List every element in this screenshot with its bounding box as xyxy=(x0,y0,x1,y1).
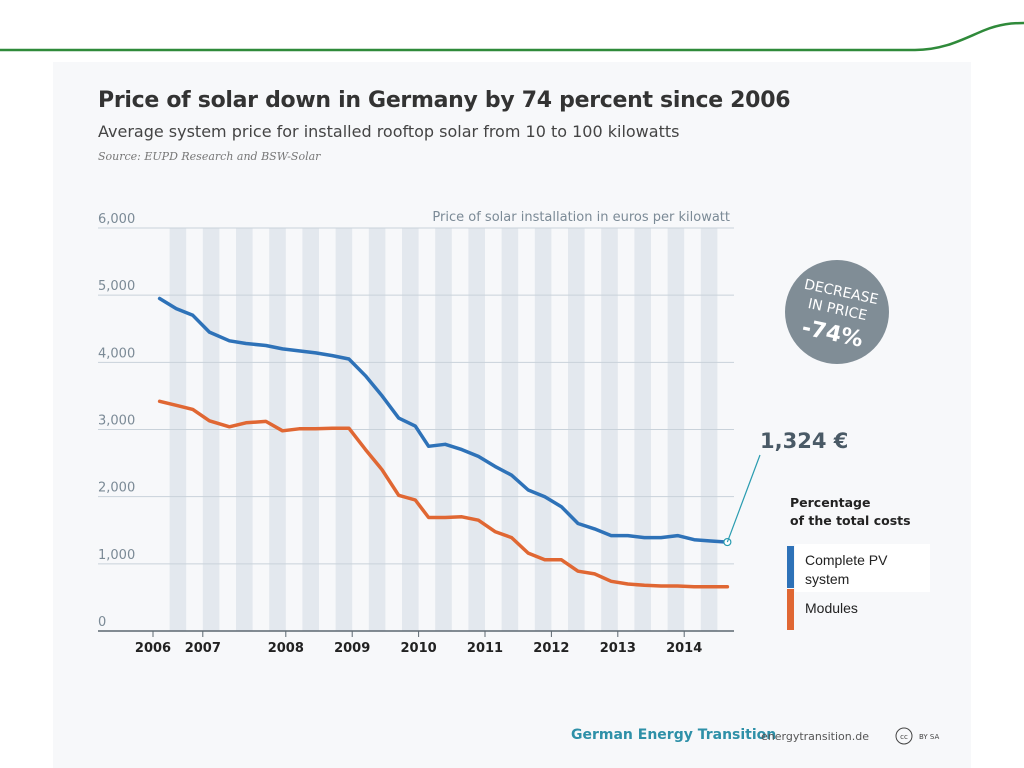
legend: Percentage of the total costs Complete P… xyxy=(787,495,930,630)
legend-title-1: Percentage xyxy=(790,495,870,510)
legend-item-complete-bg xyxy=(795,544,930,592)
y-tick-label: 1,000 xyxy=(98,548,135,563)
series-line-modules xyxy=(157,399,730,589)
gridlines xyxy=(98,227,734,632)
x-tick-label: 2014 xyxy=(666,641,702,656)
legend-swatch-modules xyxy=(787,589,794,630)
y-axis-unit-label: Price of solar installation in euros per… xyxy=(432,210,730,225)
x-tick-label: 2007 xyxy=(185,641,221,656)
y-tick-label: 4,000 xyxy=(98,346,135,361)
series-lines xyxy=(157,296,732,589)
x-tick-label: 2009 xyxy=(334,641,370,656)
x-tick-label: 2013 xyxy=(600,641,636,656)
chart-card: Price of solar down in Germany by 74 per… xyxy=(53,62,971,768)
x-tick-label: 2008 xyxy=(268,641,304,656)
y-tick-label: 6,000 xyxy=(98,212,135,227)
x-tick-label: 2011 xyxy=(467,641,503,656)
legend-item-complete-line-2: system xyxy=(805,571,849,587)
svg-text:cc: cc xyxy=(900,733,908,741)
y-tick-label: 0 xyxy=(98,615,106,630)
y-axis-ticks: 0 1,000 2,000 3,000 4,000 5,000 6,000 xyxy=(98,212,135,630)
x-tick-label: 2012 xyxy=(533,641,569,656)
y-tick-label: 5,000 xyxy=(98,279,135,294)
final-value-leader xyxy=(726,454,761,543)
line-chart: 0 1,000 2,000 3,000 4,000 5,000 6,000 2006 2007… xyxy=(98,210,939,745)
x-tick-label: 2010 xyxy=(401,641,437,656)
legend-title-2: of the total costs xyxy=(790,513,911,528)
y-tick-label: 2,000 xyxy=(98,481,135,496)
series-line-complete-pv xyxy=(157,296,730,544)
footer-license: BY SA xyxy=(919,733,939,741)
badge-circle xyxy=(785,260,889,364)
footer-url[interactable]: energytransition.de xyxy=(761,730,869,743)
cc-icon: cc xyxy=(895,727,913,745)
y-tick-label: 3,000 xyxy=(98,414,135,429)
year-bands xyxy=(169,228,718,631)
legend-item-complete-line-1: Complete PV xyxy=(805,552,888,568)
header-green-line xyxy=(0,21,1024,52)
legend-item-modules: Modules xyxy=(805,600,858,616)
legend-swatch-complete xyxy=(787,546,794,588)
decrease-badge: DECREASE IN PRICE -74% xyxy=(785,260,889,364)
final-value-label: 1,324 € xyxy=(760,429,848,453)
chart-title: Price of solar down in Germany by 74 per… xyxy=(98,88,791,113)
footer-brand: German Energy Transition xyxy=(571,727,776,743)
chart-source: Source: EUPD Research and BSW-Solar xyxy=(98,150,321,163)
x-axis-ticks: 2006 2007 2008 2009 2010 2011 2012 2013 2014 xyxy=(135,631,702,656)
x-tick-label: 2006 xyxy=(135,641,171,656)
header-line-path xyxy=(0,21,1024,52)
chart-subtitle: Average system price for installed rooft… xyxy=(98,122,680,141)
